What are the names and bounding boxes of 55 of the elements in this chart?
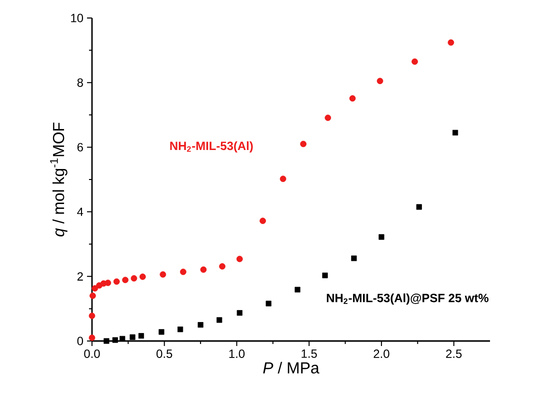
y-tick-label: 6 bbox=[77, 142, 83, 152]
point bbox=[216, 317, 222, 323]
y-tick-label: 2 bbox=[77, 272, 83, 281]
point bbox=[324, 114, 332, 121]
point bbox=[120, 336, 126, 342]
point bbox=[322, 272, 328, 278]
point bbox=[200, 266, 207, 273]
x-tick-label: 0.5 bbox=[156, 350, 172, 358]
point bbox=[280, 176, 286, 182]
point bbox=[88, 312, 96, 319]
point bbox=[351, 256, 357, 262]
point bbox=[92, 285, 98, 292]
point bbox=[300, 140, 306, 148]
point bbox=[452, 130, 458, 136]
point bbox=[266, 300, 272, 306]
point bbox=[416, 204, 422, 210]
y-tick-label: 4 bbox=[77, 208, 84, 216]
point bbox=[260, 218, 266, 224]
y-tick-label: 8 bbox=[77, 78, 83, 87]
text: NH$_{2}$-MIL-53(Al) bbox=[170, 141, 253, 152]
point bbox=[448, 39, 454, 46]
series-label: NH$_{2}$-MIL-53(Al)@PSF 25 wt% bbox=[326, 293, 488, 305]
point bbox=[138, 333, 144, 339]
point bbox=[219, 263, 226, 270]
point bbox=[349, 95, 356, 102]
point bbox=[180, 268, 186, 276]
x-tick-label: 2.5 bbox=[446, 350, 462, 358]
x-tick-label: 1.0 bbox=[229, 350, 245, 358]
point bbox=[139, 274, 146, 280]
point bbox=[104, 280, 112, 286]
point bbox=[90, 292, 96, 299]
point bbox=[130, 275, 138, 282]
point bbox=[236, 310, 242, 316]
y-axis-title: q / mol kg$^{-1}$MOF bbox=[50, 122, 68, 236]
point bbox=[104, 338, 110, 344]
y-tick-label: 0 bbox=[77, 336, 84, 346]
point bbox=[113, 278, 120, 285]
point bbox=[412, 58, 418, 65]
point bbox=[88, 334, 96, 341]
point bbox=[198, 322, 204, 328]
x-tick-label: 2.0 bbox=[374, 350, 390, 358]
point bbox=[130, 334, 136, 340]
point bbox=[236, 256, 243, 262]
point bbox=[160, 271, 166, 278]
x-tick-label: 1.5 bbox=[302, 350, 317, 358]
point bbox=[177, 326, 184, 332]
point bbox=[158, 329, 164, 335]
point bbox=[122, 276, 128, 284]
y-tick-label: 10 bbox=[71, 14, 84, 22]
point bbox=[378, 234, 384, 240]
point bbox=[112, 337, 118, 343]
point bbox=[294, 286, 300, 292]
point bbox=[376, 78, 384, 84]
x-axis-title: P / MPa bbox=[263, 362, 320, 374]
x-tick-label: 0.0 bbox=[84, 350, 100, 358]
